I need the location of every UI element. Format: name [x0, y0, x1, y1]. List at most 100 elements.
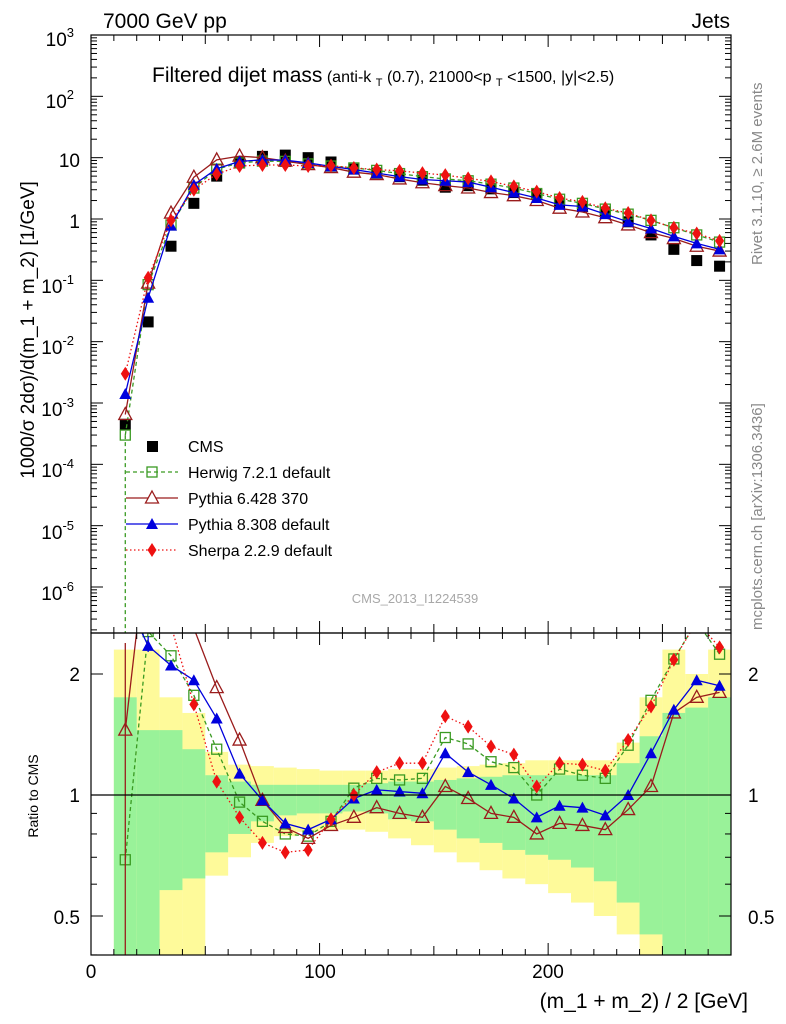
band-inner-bin: [159, 730, 183, 891]
ratio-point-pythia8: [576, 801, 589, 813]
main-ytick-label: 10-5: [41, 518, 74, 544]
ratio-point-sherpa: [372, 765, 382, 780]
ratio-point-pythia6: [529, 825, 545, 840]
ratio-point-pythia8: [256, 794, 269, 806]
ratio-point-pythia8: [165, 659, 177, 671]
title-main: Filtered dijet mass: [152, 64, 322, 87]
main-point-cms: [119, 418, 131, 430]
legend-entry-pythia6: Pythia 6.428 370: [126, 489, 308, 508]
ratio-point-pythia6: [414, 808, 431, 823]
ratio-point-sherpa: [395, 756, 405, 771]
legend-entry-sherpa: Sherpa 2.2.9 default: [126, 543, 333, 560]
legend-label-pythia8: Pythia 8.308 default: [188, 517, 330, 534]
main-point-pythia6: [140, 274, 156, 289]
ratio-point-sherpa: [600, 763, 610, 778]
main-point-sherpa: [646, 213, 656, 228]
main-ytick-label: 103: [46, 25, 74, 51]
band-inner-bin: [182, 749, 206, 879]
header-right: Jets: [691, 10, 730, 33]
band-inner-bin: [708, 697, 731, 955]
main-point-sherpa: [280, 157, 290, 172]
main-series-group: [117, 147, 728, 633]
main-point-sherpa: [303, 159, 313, 174]
y-axis-label-main: 1000/σ 2dσ)/d(m_1 + m_2) [1/GeV]: [18, 181, 39, 479]
ratio-point-herwig: [462, 738, 474, 750]
ratio-series-group: [91, 633, 731, 955]
ratio-ytick-label-right: 1: [748, 786, 759, 807]
analysis-watermark: CMS_2013_I1224539: [352, 591, 479, 606]
main-ytick-label: 10-4: [41, 456, 74, 482]
main-point-sherpa: [509, 179, 519, 194]
band-inner-bin: [593, 775, 617, 882]
ratio-point-pythia6: [346, 808, 362, 823]
main-point-sherpa: [212, 167, 222, 182]
ratio-point-sherpa: [646, 699, 656, 714]
band-inner-bin: [136, 730, 160, 955]
ratio-point-pythia6: [437, 778, 453, 793]
band-inner-bin: [502, 775, 526, 850]
main-point-sherpa: [600, 201, 610, 216]
ratio-point-sherpa: [669, 652, 679, 667]
main-point-pythia6: [117, 406, 133, 421]
ratio-point-sherpa: [303, 842, 313, 857]
ratio-point-herwig: [393, 774, 406, 786]
ratio-point-pythia6: [643, 778, 659, 793]
main-point-cms: [142, 316, 154, 328]
main-point-cms: [188, 197, 200, 209]
ratio-point-pythia8: [553, 799, 566, 811]
main-point-herwig: [119, 429, 131, 441]
ratio-point-pythia6: [391, 805, 408, 820]
legend-label-cms: CMS: [188, 439, 224, 456]
ratio-y-tick-labels: 0.5 1 2 0.5 1 2: [54, 665, 775, 929]
main-point-pythia8: [645, 222, 657, 234]
main-point-sherpa: [623, 206, 633, 221]
main-point-pythia8: [119, 388, 132, 400]
main-point-sherpa: [440, 168, 450, 183]
band-inner-bin: [273, 784, 297, 816]
main-point-sherpa: [372, 162, 382, 177]
main-ytick-label: 10-2: [41, 333, 74, 359]
legend-marker-pythia8: [146, 518, 158, 529]
main-point-sherpa: [463, 171, 473, 186]
main-ytick-label: 10-3: [41, 395, 74, 421]
legend-marker-herwig: [146, 466, 158, 478]
main-point-sherpa: [189, 182, 199, 197]
ratio-point-sherpa: [623, 733, 633, 748]
ratio-point-pythia6: [711, 684, 728, 699]
legend-entry-cms: CMS: [147, 439, 224, 456]
main-y-tick-labels: 10-6 10-5 10-4 10-3 10-2 10-1 1 10 102 1…: [41, 25, 80, 605]
ratio-ytick-label: 2: [69, 665, 80, 686]
ratio-point-pythia8: [187, 674, 200, 686]
band-inner-bin: [616, 763, 640, 903]
ratio-point-sherpa: [280, 845, 290, 860]
ratio-point-sherpa: [486, 739, 496, 754]
band-inner-bin: [639, 736, 663, 935]
band-inner-bin: [571, 775, 594, 868]
ratio-point-sherpa: [509, 747, 519, 762]
ratio-point-pythia6: [483, 805, 499, 820]
main-point-cms: [165, 240, 177, 252]
ratio-point-sherpa: [257, 835, 267, 850]
main-point-pythia8: [667, 230, 680, 242]
main-point-sherpa: [257, 157, 267, 172]
main-point-sherpa: [532, 184, 542, 199]
ratio-point-pythia6: [620, 801, 636, 816]
y-axis-label-ratio: Ratio to CMS: [25, 754, 41, 837]
main-point-cms: [439, 181, 451, 193]
plot-title: Filtered dijet mass (anti-k T (0.7), 210…: [152, 64, 614, 90]
ratio-point-sherpa: [212, 774, 222, 789]
xtick-label: 200: [532, 962, 564, 983]
ratio-point-pythia8: [485, 778, 497, 790]
title-sub-mid1: (0.7), 21000<p: [387, 69, 492, 86]
ratio-point-sherpa: [417, 756, 427, 771]
ratio-point-herwig: [485, 756, 497, 768]
main-ytick-label: 1: [69, 212, 80, 233]
ratio-point-sherpa: [577, 757, 587, 772]
ratio-point-herwig: [576, 769, 589, 781]
title-sub-T1: T: [376, 77, 383, 89]
main-point-sherpa: [555, 190, 565, 205]
main-line-pythia8: [124, 159, 720, 395]
main-point-sherpa: [120, 366, 130, 381]
ratio-point-pythia8: [233, 767, 246, 779]
